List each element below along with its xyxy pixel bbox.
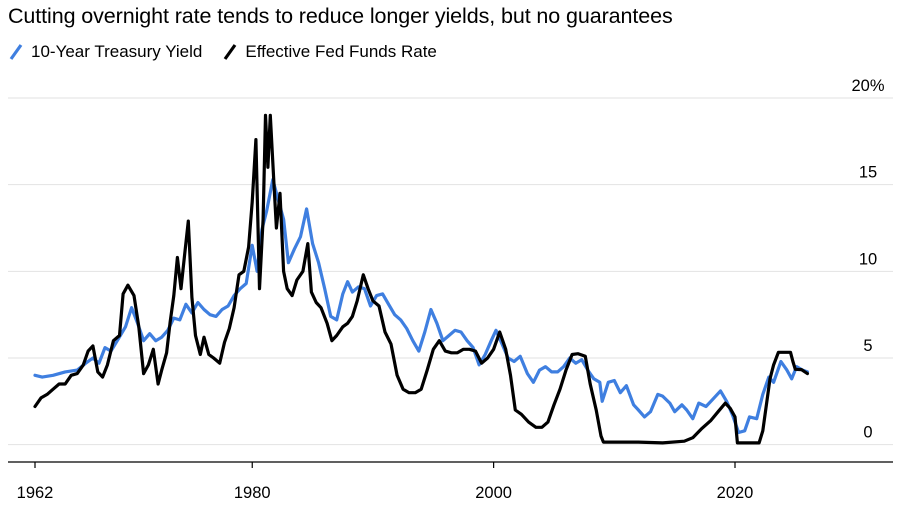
series-line-effective-fed-funds-rate	[33, 113, 809, 445]
x-tick-label-1962: 1962	[17, 484, 54, 502]
legend-item-effective-fed-funds-rate: Effective Fed Funds Rate	[222, 42, 437, 62]
legend-label-10-year-treasury-yield: 10-Year Treasury Yield	[31, 42, 203, 61]
y-tick-label-10: 10	[859, 250, 877, 268]
x-tick-label-2020: 2020	[717, 484, 754, 502]
x-tick-label-2000: 2000	[475, 484, 512, 502]
legend-item-10-year-treasury-yield: 10-Year Treasury Yield	[8, 42, 202, 62]
legend-swatch-effective-fed-funds-rate	[222, 43, 238, 61]
legend-swatch-10-year-treasury-yield	[8, 43, 24, 61]
y-tick-label-20: 20%	[851, 77, 884, 95]
series-line-10-year-treasury-yield	[33, 177, 809, 435]
chart-title: Cutting overnight rate tends to reduce l…	[8, 4, 673, 28]
legend: 10-Year Treasury Yield Effective Fed Fun…	[8, 42, 457, 62]
legend-label-effective-fed-funds-rate: Effective Fed Funds Rate	[245, 42, 437, 61]
x-tick-label-1980: 1980	[234, 484, 271, 502]
y-tick-label-0: 0	[863, 424, 872, 442]
y-tick-label-5: 5	[863, 337, 872, 355]
y-tick-label-15: 15	[859, 164, 877, 182]
